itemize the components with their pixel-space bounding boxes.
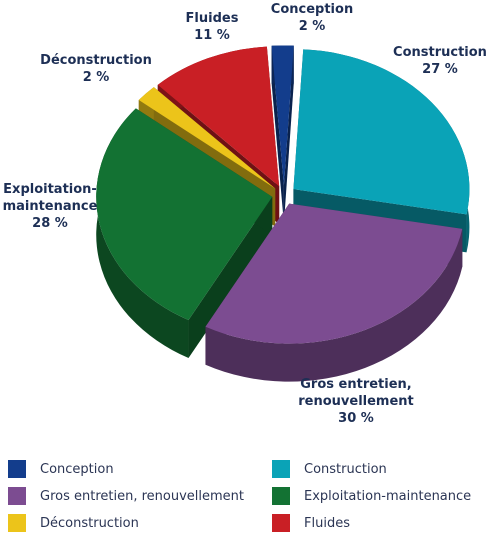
legend-label: Construction [304, 461, 387, 477]
slice-label-line: 27 % [422, 62, 458, 77]
legend-item-conception: Conception [8, 460, 114, 478]
slice-label-line: Déconstruction [40, 53, 152, 68]
slice-label-line: Conception [271, 2, 353, 17]
slice-label-line: maintenance [3, 199, 98, 214]
legend-swatch [272, 514, 290, 532]
legend-label: Déconstruction [40, 515, 139, 531]
legend-item-fluides: Fluides [272, 514, 350, 532]
slice-label-line: Exploitation- [3, 182, 97, 197]
slice-label-line: 28 % [32, 216, 68, 231]
slice-label-fluides: Fluides 11 % [186, 11, 239, 43]
legend-label: Conception [40, 461, 114, 477]
slice-outer-wall [205, 228, 463, 382]
legend-label: Gros entretien, renouvellement [40, 488, 244, 504]
slice-fluides [157, 46, 280, 187]
legend-label: Fluides [304, 515, 350, 531]
slice-conception [271, 45, 294, 186]
slice-label-gros-entretien: Gros entretien, renouvellement 30 % [298, 377, 414, 426]
pie-top-layer [96, 45, 470, 344]
legend-swatch [272, 487, 290, 505]
slice-label-line: 30 % [338, 411, 374, 426]
legend-item-exploitation-maintenance: Exploitation-maintenance [272, 487, 471, 505]
slice-exploitation-maintenance [96, 108, 273, 321]
slice-label-line: 2 % [299, 19, 326, 34]
slice-label-deconstruction: Déconstruction 2 % [40, 53, 152, 85]
legend-swatch [8, 514, 26, 532]
slice-deconstruction [138, 87, 276, 189]
slice-outer-wall [96, 108, 189, 359]
legend-swatch [272, 460, 290, 478]
pie-chart: Conception 2 % Construction 27 % Gros entret… [3, 2, 487, 426]
slice-label-line: Gros entretien, [300, 377, 411, 392]
slice-label-conception: Conception 2 % [271, 2, 353, 34]
legend-swatch [8, 460, 26, 478]
slice-label-construction: Construction 27 % [393, 45, 487, 77]
slice-label-line: 2 % [83, 70, 110, 85]
slice-label-exploitation-maintenance: Exploitation-maintenance 28 % [3, 182, 98, 231]
slice-wall [283, 45, 294, 224]
slice-label-line: Construction [393, 45, 487, 60]
slice-construction [293, 49, 470, 215]
pie-labels: Conception 2 % Construction 27 % Gros entret… [3, 2, 487, 426]
legend-item-gros-entretien: Gros entretien, renouvellement [8, 487, 244, 505]
slice-wall [271, 45, 284, 224]
legend: Conception Construction Gros entretien, … [0, 452, 500, 534]
slice-label-line: renouvellement [298, 394, 414, 409]
slice-label-line: Fluides [186, 11, 239, 26]
slice-label-line: 11 % [194, 28, 230, 43]
slice-wall [188, 196, 273, 359]
legend-swatch [8, 487, 26, 505]
legend-item-deconstruction: Déconstruction [8, 514, 139, 532]
legend-item-construction: Construction [272, 460, 387, 478]
legend-label: Exploitation-maintenance [304, 488, 472, 504]
slice-gros-entretien [205, 203, 463, 344]
